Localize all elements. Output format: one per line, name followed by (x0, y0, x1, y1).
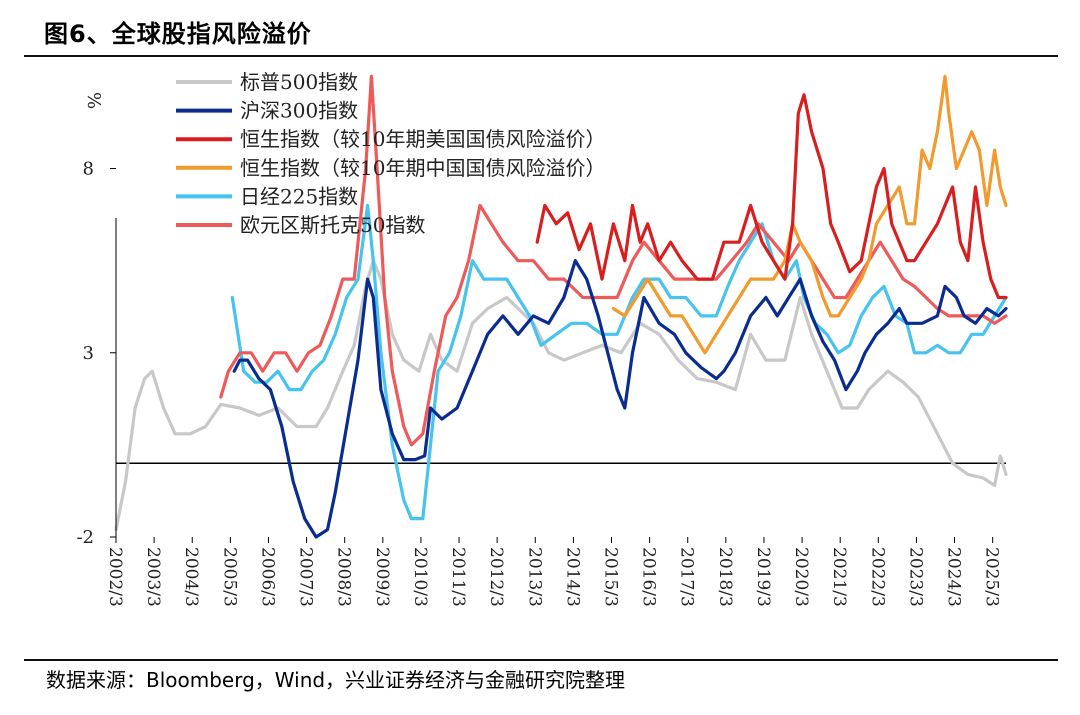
x-tick-label: 2016/3 (639, 547, 659, 607)
series-line (232, 259, 1008, 539)
series-line (535, 93, 1008, 300)
top-rule (24, 55, 1058, 57)
x-tick-label: 2012/3 (486, 547, 506, 607)
x-tick-label: 2011/3 (448, 547, 468, 607)
figure-title: 图6、全球股指风险溢价 (44, 20, 312, 48)
series-line (114, 259, 1008, 532)
x-tick-label: 2015/3 (601, 547, 621, 607)
legend-label: 恒生指数（较10年期中国国债风险溢价） (240, 156, 605, 180)
x-tick-label: 2003/3 (143, 547, 163, 607)
x-tick-label: 2005/3 (219, 547, 239, 607)
data-source-note: 数据来源：Bloomberg，Wind，兴业证券经济与金融研究院整理 (46, 668, 626, 692)
x-tick-label: 2009/3 (372, 547, 392, 607)
legend-label: 欧元区斯托克50指数 (240, 213, 425, 237)
x-tick-label: 2004/3 (181, 547, 201, 607)
legend-label: 标普500指数 (240, 70, 358, 94)
legend-label: 沪深300指数 (240, 99, 358, 123)
x-tick-label: 2006/3 (257, 547, 277, 607)
y-axis-label: % (83, 92, 104, 109)
x-tick-label: 2014/3 (562, 547, 582, 607)
plot-area (116, 58, 1006, 537)
bottom-rule (24, 659, 1058, 661)
y-tick-label: 3 (83, 343, 94, 364)
x-tick-label: 2007/3 (296, 547, 316, 607)
y-tick-label: 8 (83, 159, 94, 180)
legend-label: 日经225指数 (240, 184, 358, 208)
x-tick-label: 2024/3 (944, 547, 964, 607)
x-tick-label: 2017/3 (677, 547, 697, 607)
x-tick-label: 2002/3 (105, 547, 125, 607)
x-tick-label: 2021/3 (829, 547, 849, 607)
x-tick-label: 2008/3 (334, 547, 354, 607)
x-tick-label: 2010/3 (410, 547, 430, 607)
x-tick-label: 2025/3 (982, 547, 1002, 607)
x-tick-label: 2023/3 (905, 547, 925, 607)
x-tick-label: 2020/3 (791, 547, 811, 607)
series-line (611, 74, 1008, 355)
risk-premium-chart: -2 3 8% 2002/3 2003/3 2004/3 2005/3 2006/3 2007/… (76, 58, 1008, 607)
x-tick-label: 2022/3 (867, 547, 887, 607)
x-tick-label: 2013/3 (524, 547, 544, 607)
legend-label: 恒生指数（较10年期美国国债风险溢价） (240, 127, 605, 151)
x-tick-label: 2019/3 (753, 547, 773, 607)
y-tick-label: -2 (76, 527, 94, 548)
x-tick-label: 2018/3 (715, 547, 735, 607)
